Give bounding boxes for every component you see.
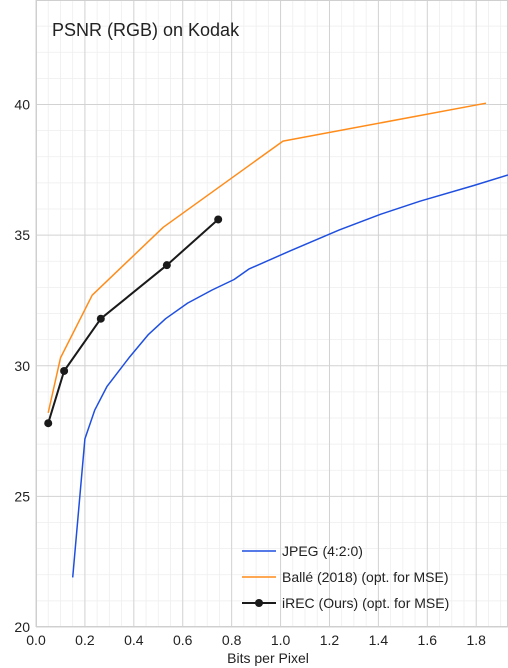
x-tick-label: 1.2 bbox=[320, 632, 340, 648]
legend-label: iREC (Ours) (opt. for MSE) bbox=[282, 595, 449, 611]
series-point bbox=[44, 419, 53, 428]
x-tick-label: 1.4 bbox=[369, 632, 389, 648]
series-line-2 bbox=[47, 102, 487, 413]
chart-title: PSNR (RGB) on Kodak bbox=[52, 20, 240, 40]
series-point bbox=[60, 366, 69, 375]
x-tick-label: 1.8 bbox=[466, 632, 486, 648]
series-line-1 bbox=[71, 174, 508, 578]
legend: JPEG (4:2:0) Ballé (2018) (opt. for MSE) i… bbox=[242, 543, 449, 611]
y-tick-label: 40 bbox=[14, 97, 30, 113]
series-point bbox=[214, 215, 223, 224]
x-tick-label: 0.2 bbox=[75, 632, 95, 648]
y-tick-label: 25 bbox=[14, 488, 30, 504]
legend-marker bbox=[255, 599, 263, 607]
x-tick-label: 0.4 bbox=[124, 632, 144, 648]
y-tick-label: 35 bbox=[14, 227, 30, 243]
legend-label: Ballé (2018) (opt. for MSE) bbox=[282, 569, 449, 585]
x-tick-label: 1.6 bbox=[418, 632, 438, 648]
x-tick-label: 0.6 bbox=[173, 632, 193, 648]
legend-label: JPEG (4:2:0) bbox=[282, 543, 363, 559]
y-tick-label: 20 bbox=[14, 619, 30, 635]
x-axis-title: Bits per Pixel bbox=[227, 650, 309, 666]
series-point bbox=[162, 261, 171, 270]
x-tick-label: 1.0 bbox=[271, 632, 291, 648]
y-tick-label: 30 bbox=[14, 358, 30, 374]
series-point bbox=[96, 314, 105, 323]
x-tick-label: 0.0 bbox=[26, 632, 46, 648]
x-tick-label: 0.8 bbox=[222, 632, 242, 648]
